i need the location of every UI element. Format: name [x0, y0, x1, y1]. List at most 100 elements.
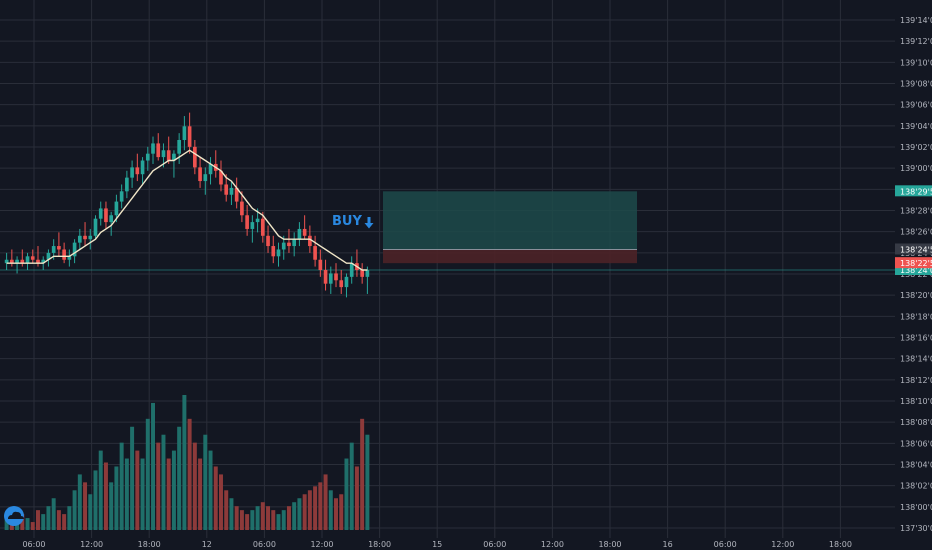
- x-tick-label: 16: [663, 540, 673, 549]
- candle: [166, 136, 171, 164]
- target-zone[interactable]: [383, 191, 637, 250]
- stop-zone[interactable]: [383, 249, 637, 264]
- y-tick-label: 138'00'0: [900, 503, 932, 512]
- y-tick-label: 138'16'0: [900, 334, 932, 343]
- volume-bar: [344, 458, 349, 530]
- volume-bar: [135, 450, 140, 530]
- volume-bar: [245, 514, 250, 530]
- volume-bar: [25, 518, 30, 530]
- volume-bar: [307, 490, 312, 530]
- candle: [25, 252, 30, 270]
- candle: [172, 150, 176, 178]
- volume-bar: [77, 474, 82, 530]
- volume-bar: [292, 502, 297, 530]
- volume-bar: [51, 498, 56, 530]
- volume-bar: [62, 514, 67, 530]
- y-tick-label: 139'10'0: [900, 58, 932, 67]
- volume-bar: [156, 442, 161, 530]
- x-tick-label: 12: [202, 540, 212, 549]
- candle: [344, 273, 349, 298]
- y-tick-label: 138'06'0: [900, 439, 932, 448]
- volume-bar: [266, 506, 271, 530]
- candle: [177, 133, 181, 164]
- candle: [125, 170, 129, 199]
- y-tick-label: 139'14'0: [900, 16, 932, 25]
- candle: [193, 140, 197, 175]
- x-tick-label: 15: [432, 540, 442, 549]
- volume-bar: [203, 434, 208, 530]
- candle: [328, 266, 333, 294]
- candle: [271, 235, 276, 264]
- volume-bar: [234, 506, 239, 530]
- volume-bar: [130, 426, 135, 530]
- candle: [109, 211, 114, 236]
- volume-bar: [161, 434, 166, 530]
- y-tick-label: 138'08'0: [900, 418, 932, 427]
- volume-bar: [56, 510, 61, 530]
- volume-bar: [192, 442, 197, 530]
- candle: [30, 249, 35, 264]
- y-tick-label: 138'20'0: [900, 291, 932, 300]
- volume-bar: [286, 506, 291, 530]
- candle: [287, 228, 291, 253]
- price-axis[interactable]: 137'30'0 138'00'0 138'02'0 138'04'0 138'06'0…: [895, 0, 932, 550]
- candle: [83, 222, 87, 247]
- x-tick-label: 06:00: [22, 540, 45, 549]
- time-axis[interactable]: 06:00 12:00 18:00 12 06:00 12:00 18:00 15 06:00 1…: [22, 540, 851, 549]
- volume-bar: [334, 498, 339, 530]
- arrow-down-icon: [364, 217, 374, 229]
- volume-bar: [239, 510, 244, 530]
- candle: [72, 239, 77, 264]
- price-badge-stop: 138'22'5: [895, 257, 932, 269]
- candle: [276, 242, 281, 267]
- cloud-logo-icon[interactable]: [4, 506, 24, 526]
- candle: [224, 174, 229, 202]
- volume-bar: [109, 482, 114, 530]
- x-tick-label: 12:00: [310, 540, 333, 549]
- volume-bar: [177, 426, 182, 530]
- candle: [88, 228, 93, 250]
- candle: [229, 181, 234, 205]
- candle: [302, 215, 307, 240]
- candle: [57, 232, 61, 257]
- volume-bar: [250, 510, 255, 530]
- candle: [182, 116, 187, 151]
- volume-bar: [354, 466, 359, 530]
- candle: [198, 157, 202, 188]
- y-tick-label: 138'10'0: [900, 397, 932, 406]
- candle: [187, 112, 192, 154]
- candle: [151, 136, 155, 164]
- volume-bar: [198, 458, 203, 530]
- volume-bar: [182, 395, 187, 530]
- volume-bar: [339, 494, 344, 530]
- volume-bar: [83, 482, 88, 530]
- candle: [365, 266, 370, 294]
- candle: [349, 256, 354, 284]
- moving-average: [6, 149, 368, 271]
- x-tick-label: 06:00: [714, 540, 737, 549]
- candle: [62, 242, 66, 264]
- volume-bar: [72, 490, 77, 530]
- volume-bar: [88, 494, 93, 530]
- volume-bar: [171, 450, 176, 530]
- volume-bar: [297, 498, 302, 530]
- y-tick-label: 139'04'0: [900, 122, 932, 131]
- x-tick-label: 18:00: [368, 540, 391, 549]
- y-tick-label: 137'30'0: [900, 524, 932, 533]
- candle: [323, 259, 328, 291]
- x-tick-label: 18:00: [598, 540, 621, 549]
- candle: [339, 270, 344, 294]
- x-tick-label: 06:00: [253, 540, 276, 549]
- candle: [104, 201, 108, 229]
- volume-bar: [360, 418, 365, 530]
- svg-text:138'24'5: 138'24'5: [900, 245, 932, 254]
- volume-bar: [224, 490, 229, 530]
- y-tick-label: 139'00'0: [900, 164, 932, 173]
- volume-bar: [208, 450, 213, 530]
- candle: [15, 256, 19, 274]
- position-tool[interactable]: [0, 191, 895, 271]
- candle: [360, 263, 364, 284]
- volume-bar: [187, 418, 192, 530]
- candle: [145, 146, 150, 171]
